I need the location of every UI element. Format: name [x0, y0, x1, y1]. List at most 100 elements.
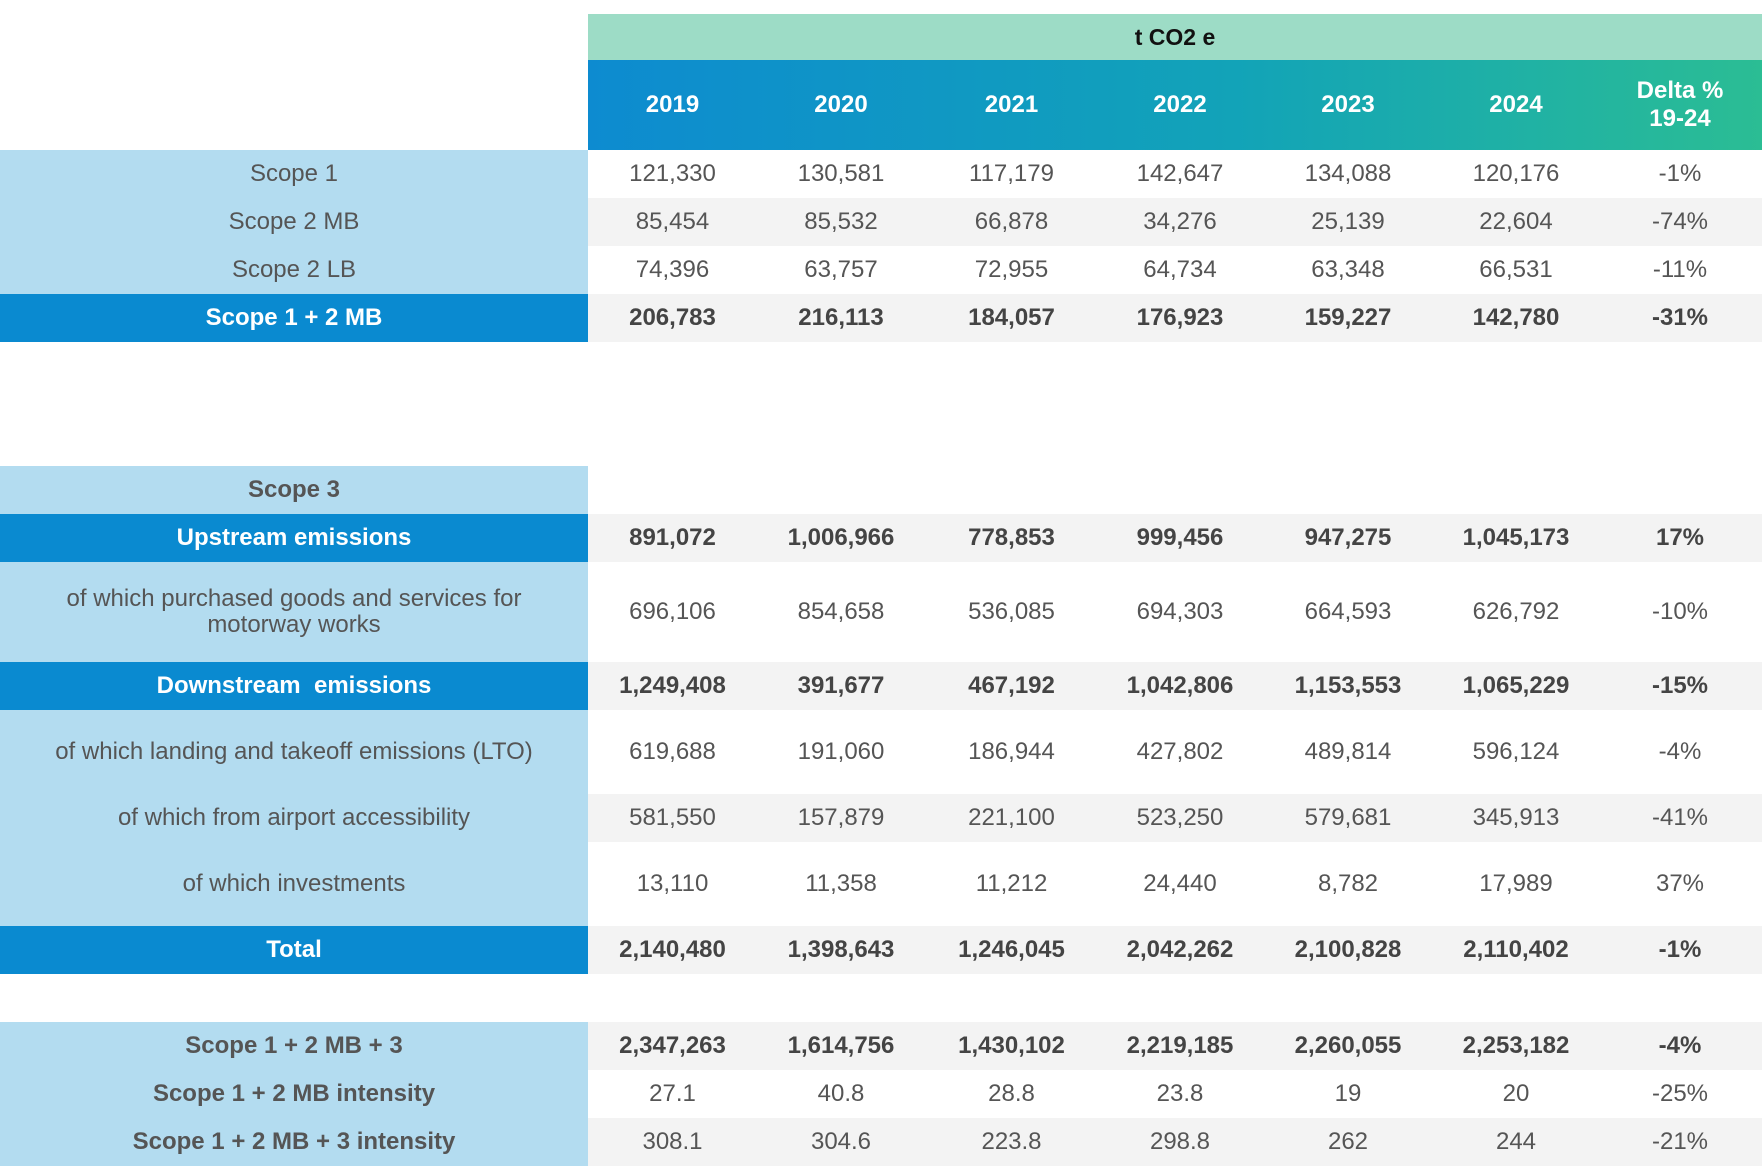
table-cell: 467,192 [968, 672, 1055, 699]
table-row: Scope 1 + 2 MB intensity 27.1 40.8 28.8 … [0, 1070, 1762, 1118]
table-cell: -1% [1658, 160, 1702, 187]
table-cell: -11% [1652, 256, 1708, 283]
table-cell: 64,734 [1143, 256, 1217, 283]
row-label: Scope 1 [0, 150, 588, 198]
table-cell: 2,260,055 [1294, 1032, 1402, 1059]
row-label: of which purchased goods and services fo… [0, 562, 588, 662]
table-cell: 34,276 [1143, 208, 1217, 235]
table-cell: 1,006,966 [787, 524, 895, 551]
table-cell: 581,550 [629, 804, 716, 831]
table-cell: 121,330 [629, 160, 716, 187]
table-cell: 72,955 [974, 256, 1049, 283]
table-cell: 23.8 [1156, 1080, 1204, 1107]
table-cell: 664,593 [1304, 598, 1392, 625]
table-row: Scope 1 + 2 MB + 3 intensity 308.1 304.6… [0, 1118, 1762, 1166]
table-cell: 223.8 [981, 1128, 1042, 1155]
table-cell: 999,456 [1136, 524, 1224, 551]
table-cell: 28.8 [988, 1080, 1035, 1107]
table-cell: -1% [1658, 936, 1702, 963]
row-label: Total [0, 926, 588, 974]
table-cell: -74% [1651, 208, 1709, 235]
table-cell: 37% [1655, 870, 1705, 897]
table-cell: 11,358 [805, 870, 877, 897]
table-cell: 304.6 [810, 1128, 872, 1155]
header-delta: Delta % 19-24 [1636, 77, 1724, 132]
header-2022: 2022 [1153, 91, 1207, 119]
table-row: Scope 2 LB 74,396 63,757 72,955 64,734 6… [0, 246, 1762, 294]
table-cell: 22,604 [1479, 208, 1553, 235]
table-cell: 206,783 [629, 304, 716, 331]
table-cell: 27.1 [649, 1080, 696, 1107]
table-cell: 596,124 [1472, 738, 1560, 765]
row-label: Scope 1 + 2 MB + 3 [0, 1022, 588, 1070]
table-cell: 66,531 [1479, 256, 1553, 283]
table-cell: 1,065,229 [1462, 672, 1570, 699]
row-label: of which from airport accessibility [0, 794, 588, 842]
header-2020: 2020 [814, 91, 868, 119]
table-cell: 523,250 [1136, 804, 1224, 831]
table-cell: 891,072 [629, 524, 716, 551]
table-cell: 74,396 [635, 256, 710, 283]
table-cell: 85,454 [635, 208, 710, 235]
table-cell: 2,253,182 [1462, 1032, 1570, 1059]
table-cell: 191,060 [797, 738, 885, 765]
table-cell: -21% [1651, 1128, 1709, 1155]
table-cell: 536,085 [968, 598, 1055, 625]
row-label: of which landing and takeoff emissions (… [0, 710, 588, 794]
table-cell: 117,179 [969, 160, 1054, 187]
table-cell: 120,176 [1472, 160, 1560, 187]
table-cell: 1,042,806 [1126, 672, 1234, 699]
table-cell: 2,042,262 [1126, 936, 1234, 963]
table-cell: 947,275 [1304, 524, 1392, 551]
table-row: Scope 1 + 2 MB 206,783 216,113 184,057 1… [0, 294, 1762, 342]
row-label: Scope 1 + 2 MB [0, 294, 588, 342]
row-label: Scope 1 + 2 MB + 3 intensity [0, 1118, 588, 1166]
table-cell: 66,878 [974, 208, 1049, 235]
table-cell: 2,347,263 [619, 1032, 726, 1059]
table-cell: 157,879 [797, 804, 885, 831]
table-cell: 142,647 [1136, 160, 1224, 187]
table-row: Scope 2 MB 85,454 85,532 66,878 34,276 2… [0, 198, 1762, 246]
table-cell: 63,348 [1311, 256, 1385, 283]
table-cell: 130,581 [797, 160, 885, 187]
row-label: Scope 2 LB [0, 246, 588, 294]
row-label: Scope 2 MB [0, 198, 588, 246]
row-label: Downstream emissions [0, 662, 588, 710]
table-cell: 25,139 [1311, 208, 1385, 235]
table-cell: 11,212 [975, 870, 1048, 897]
header-2021: 2021 [984, 91, 1039, 119]
table-cell: 1,045,173 [1462, 524, 1570, 551]
table-cell: 244 [1495, 1128, 1537, 1155]
table-cell: 626,792 [1472, 598, 1560, 625]
table-cell: 24,440 [1143, 870, 1217, 897]
table-cell: 85,532 [804, 208, 878, 235]
table-row: Downstream emissions 1,249,408 391,677 4… [0, 662, 1762, 710]
table-cell: 1,153,553 [1294, 672, 1402, 699]
table-cell: -31% [1651, 304, 1709, 331]
table-cell: 308.1 [642, 1128, 703, 1155]
table-cell: -4% [1658, 738, 1702, 765]
header-2023: 2023 [1321, 91, 1375, 119]
table-cell: 489,814 [1304, 738, 1392, 765]
table-row: of which from airport accessibility 581,… [0, 794, 1762, 842]
table-cell: 778,853 [968, 524, 1055, 551]
table-cell: 13,110 [636, 870, 709, 897]
table-cell: 298.8 [1149, 1128, 1211, 1155]
row-label: of which investments [0, 842, 588, 926]
table-cell: 20 [1502, 1080, 1530, 1107]
table-cell: 579,681 [1304, 804, 1392, 831]
table-cell: 221,100 [968, 804, 1055, 831]
table-cell: 159,227 [1304, 304, 1392, 331]
table-cell: 1,430,102 [958, 1032, 1065, 1059]
table-cell: 1,614,756 [787, 1032, 895, 1059]
table-cell: 391,677 [797, 672, 885, 699]
table-cell: 19 [1334, 1080, 1362, 1107]
table-header: 2019 2020 2021 2022 2023 2024 Delta % 19… [588, 60, 1762, 150]
table-cell: 2,219,185 [1126, 1032, 1234, 1059]
table-cell: 17% [1655, 524, 1705, 551]
table-cell: 142,780 [1472, 304, 1560, 331]
table-cell: 694,303 [1136, 598, 1224, 625]
table-row: Upstream emissions 891,072 1,006,966 778… [0, 514, 1762, 562]
row-label: Scope 1 + 2 MB intensity [0, 1070, 588, 1118]
table-cell: 1,246,045 [958, 936, 1065, 963]
